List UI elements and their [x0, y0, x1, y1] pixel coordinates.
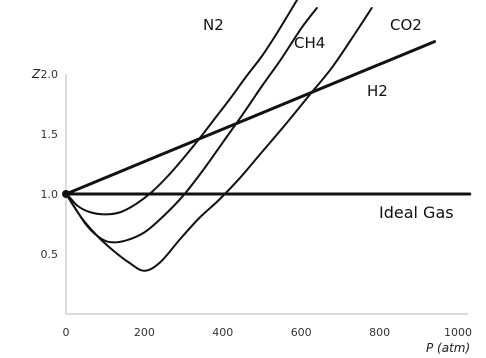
series-line-n2: [65, 0, 299, 216]
series-label-h2: H2: [367, 82, 388, 100]
y-tick-label: 1.5: [41, 128, 59, 141]
series-lines: [62, 0, 472, 272]
x-tick-label: 600: [291, 326, 312, 339]
series-label-n2: N2: [203, 16, 224, 34]
x-tick-label: 1000: [444, 326, 472, 339]
series-line-ch4: [65, 7, 318, 244]
series-label-co2: CO2: [390, 16, 422, 34]
y-axis-title: Z: [31, 67, 41, 81]
series-labels: N2 CH4 CO2 H2 Ideal Gas: [203, 16, 454, 222]
series-line-h2: [64, 40, 436, 196]
x-tick-label: 800: [369, 326, 390, 339]
series-line-co2: [65, 7, 373, 272]
series-label-ideal-gas: Ideal Gas: [379, 203, 454, 222]
y-tick-label: 2.0: [41, 68, 59, 81]
y-tick-label: 1.0: [41, 188, 59, 201]
y-tick-label: 0.5: [41, 248, 59, 261]
series-label-ch4: CH4: [294, 34, 325, 52]
x-axis-title: P (atm): [426, 341, 470, 355]
origin-point: [62, 190, 70, 198]
x-tick-label: 400: [212, 326, 233, 339]
x-tick-label: 200: [134, 326, 155, 339]
x-tick-label: 0: [63, 326, 70, 339]
